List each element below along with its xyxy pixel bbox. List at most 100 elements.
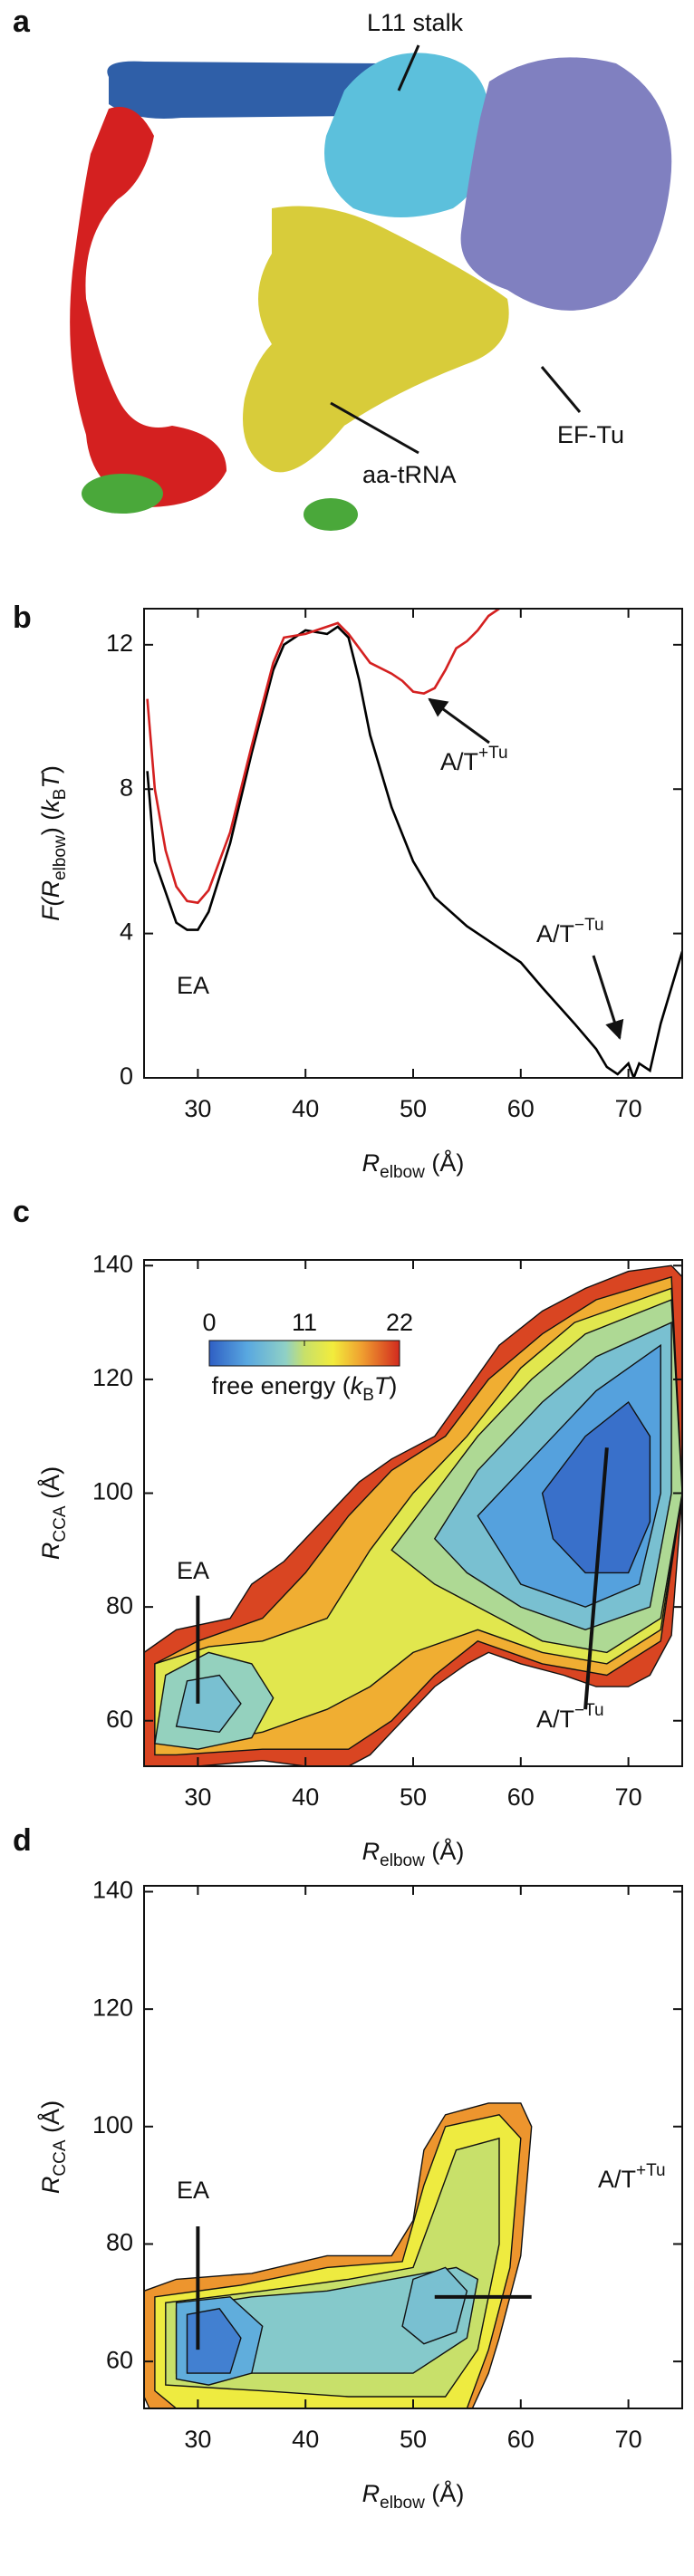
y-tick-label: 140	[92, 1877, 133, 1904]
colorbar-tick-label: 0	[202, 1309, 216, 1336]
x-tick-label: 50	[400, 1095, 427, 1122]
y-tick-label: 60	[106, 1706, 133, 1733]
callout-line	[397, 44, 420, 91]
annotation: EA	[177, 972, 209, 999]
x-tick-label: 60	[507, 1095, 535, 1122]
annotation-line	[583, 1447, 609, 1710]
annotation: EA	[177, 1557, 209, 1584]
label-part: free energy (	[212, 1372, 351, 1399]
y-tick-label: 80	[106, 2229, 133, 2256]
x-tick-label: 70	[615, 2426, 642, 2453]
label-part: R	[362, 1838, 381, 1865]
l11-stalk	[324, 53, 490, 217]
label-part: EA	[177, 1557, 209, 1584]
contour-region	[401, 2266, 468, 2345]
annotation: A/T−Tu	[536, 1701, 604, 1733]
x-tick-label: 70	[615, 1783, 642, 1811]
y-tick-label: 140	[92, 1250, 133, 1277]
y-tick-label: 60	[106, 2346, 133, 2373]
label-part: ) (	[37, 812, 64, 835]
label-part: )	[37, 765, 64, 774]
colorbar-tick-label: 11	[292, 1309, 317, 1336]
line-series	[146, 625, 682, 1078]
label-part: elbow	[380, 2494, 425, 2513]
panel-label: a	[13, 5, 31, 39]
annotation: A/T+Tu	[440, 744, 508, 775]
annotation-arrow	[592, 955, 624, 1041]
label-part: CCA	[51, 1505, 70, 1542]
label-part: R	[362, 2480, 381, 2507]
label-part: A/T	[536, 1706, 574, 1733]
label-part: −Tu	[574, 1701, 604, 1720]
label-part: F(	[37, 895, 64, 920]
x-tick-label: 70	[615, 1095, 642, 1122]
label-part: elbow	[380, 1851, 425, 1870]
label-part: elbow	[380, 1163, 425, 1182]
label-part: +Tu	[636, 2161, 666, 2180]
label-part: )	[389, 1372, 397, 1399]
label-part: (Å)	[36, 1466, 64, 1506]
label-part: R	[37, 1543, 64, 1561]
label-part: CCA	[51, 2139, 70, 2176]
contour-region	[175, 1674, 242, 1734]
annotation: EA	[177, 2177, 209, 2204]
label-part: −Tu	[574, 916, 604, 935]
x-axis-label: Relbow (Å)	[362, 1837, 465, 1870]
x-tick-label: 30	[184, 1783, 211, 1811]
label-part: A/T	[536, 920, 574, 947]
label-part: B	[51, 789, 70, 801]
label-part: R	[362, 1149, 381, 1177]
y-tick-label: 100	[92, 2111, 133, 2139]
label-part: elbow	[51, 835, 70, 880]
contour-region	[186, 2308, 242, 2374]
annotation: A/T−Tu	[536, 916, 604, 947]
y-tick-label: 12	[106, 630, 133, 657]
label-part: EA	[177, 972, 209, 999]
y-tick-label: 0	[120, 1062, 133, 1090]
y-tick-label: 100	[92, 1478, 133, 1505]
label-part: EA	[177, 2177, 209, 2204]
x-axis-label: Relbow (Å)	[362, 2479, 465, 2513]
panel-label: c	[13, 1195, 30, 1229]
line-series	[146, 609, 500, 905]
y-tick-label: 120	[92, 1364, 133, 1391]
x-tick-label: 50	[400, 1783, 427, 1811]
x-axis-label: Relbow (Å)	[362, 1149, 465, 1182]
label-part: T	[374, 1372, 391, 1399]
structure-label: aa-tRNA	[362, 461, 457, 488]
x-tick-label: 40	[292, 2426, 319, 2453]
label-part: k	[351, 1372, 364, 1399]
x-tick-label: 40	[292, 1783, 319, 1811]
label-part: A/T	[440, 748, 478, 775]
structure-label: EF-Tu	[557, 421, 624, 448]
y-tick-label: 4	[120, 918, 133, 946]
label-part: +Tu	[478, 744, 508, 763]
y-tick-label: 8	[120, 774, 133, 801]
green-domain	[82, 474, 163, 514]
annotation-arrow	[428, 697, 490, 745]
x-tick-label: 30	[184, 2426, 211, 2453]
label-part: k	[37, 799, 64, 812]
label-part: R	[37, 880, 64, 899]
label-part: (Å)	[425, 1837, 465, 1865]
x-tick-label: 60	[507, 2426, 535, 2453]
colorbar-label: free energy (kBT)	[212, 1372, 398, 1405]
panel-label: b	[13, 601, 32, 635]
callout-line	[330, 401, 419, 455]
x-tick-label: 50	[400, 2426, 427, 2453]
aa-trna	[243, 206, 509, 473]
panel-label: d	[13, 1823, 32, 1858]
label-part: B	[362, 1386, 374, 1405]
y-axis-label: RCCA (Å)	[36, 2100, 70, 2194]
green-domain	[304, 498, 358, 531]
x-tick-label: 40	[292, 1095, 319, 1122]
y-tick-label: 80	[106, 1591, 133, 1619]
molecule-render: L11 stalk aa-tRNA EF-Tu	[70, 9, 672, 531]
y-axis-label: F(Relbow) (kBT)	[37, 765, 70, 921]
label-part: R	[37, 2177, 64, 2195]
structure-label: L11 stalk	[367, 9, 464, 36]
contour-region	[541, 1400, 651, 1574]
colorbar-tick-label: 22	[386, 1309, 413, 1336]
label-part: (Å)	[425, 1149, 465, 1177]
